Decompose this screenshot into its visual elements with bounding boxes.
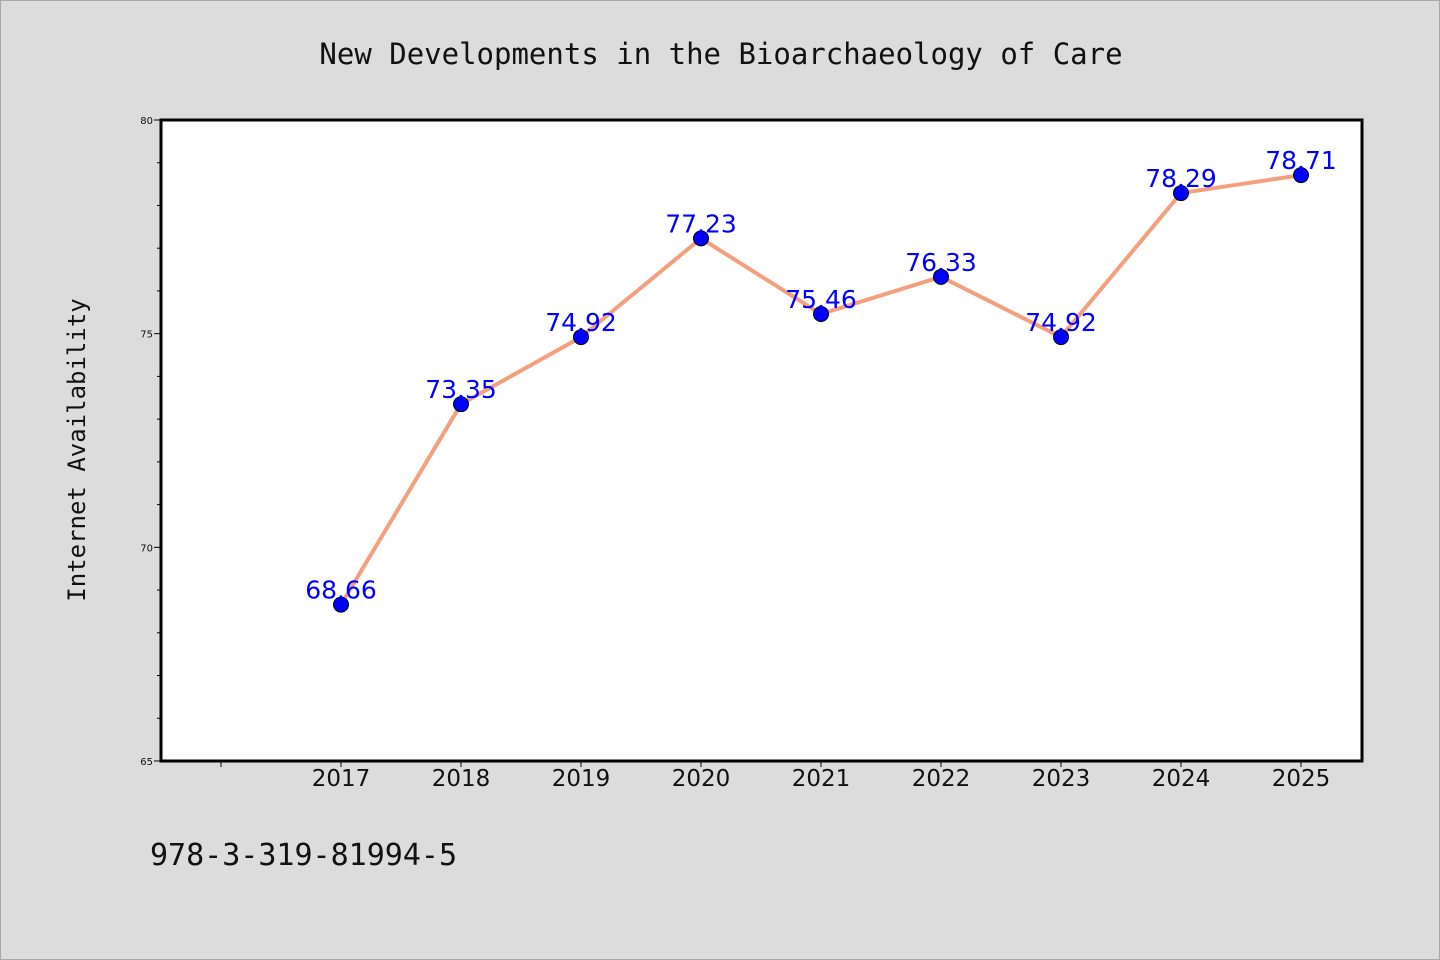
data-label: 78.71	[1265, 146, 1337, 175]
y-tick-label: 65	[140, 757, 153, 768]
data-series	[333, 167, 1309, 613]
data-label: 74.92	[545, 308, 617, 337]
data-label: 78.29	[1145, 164, 1217, 193]
x-axis: 2017 2018 2019 2020 2021 2022 2023 2024 2025	[220, 761, 1331, 792]
data-label: 76.33	[905, 248, 977, 277]
data-point	[933, 268, 949, 285]
data-label: 73.35	[425, 375, 497, 404]
x-tick-label: 2018	[432, 766, 491, 792]
x-tick-label: 2023	[1032, 766, 1091, 792]
y-axis-label: Internet Availability	[63, 298, 91, 601]
data-point	[1053, 329, 1069, 346]
x-tick-label: 2021	[792, 766, 851, 792]
data-point	[693, 230, 709, 247]
y-tick-label: 75	[140, 330, 153, 341]
x-tick-label: 2019	[552, 766, 611, 792]
y-axis: 65 70 75 80	[140, 116, 161, 768]
isbn-footnote: 978-3-319-81994-5	[150, 838, 457, 873]
x-tick-label: 2024	[1152, 766, 1211, 792]
data-point	[813, 306, 829, 323]
data-label: 77.23	[665, 209, 737, 238]
x-tick-label: 2022	[912, 766, 971, 792]
data-point	[333, 596, 349, 613]
data-point	[453, 396, 469, 413]
x-tick-label: 2017	[312, 766, 371, 792]
data-labels: 68.66 73.35 74.92 77.23 75.46 76.33 74.92 78.29…	[305, 146, 1337, 604]
data-point	[1173, 185, 1189, 202]
data-label: 75.46	[785, 285, 857, 314]
y-tick-label: 70	[140, 543, 153, 554]
chart-title: New Developments in the Bioarchaeology o…	[319, 37, 1122, 71]
data-point	[573, 329, 589, 346]
plot-area	[161, 120, 1362, 761]
y-tick-label: 80	[140, 116, 153, 127]
data-label: 68.66	[305, 576, 377, 605]
data-point	[1293, 167, 1309, 184]
x-tick-label: 2025	[1272, 766, 1331, 792]
data-label: 74.92	[1025, 308, 1097, 337]
plot-border	[159, 118, 1364, 763]
x-tick-label: 2020	[672, 766, 731, 792]
